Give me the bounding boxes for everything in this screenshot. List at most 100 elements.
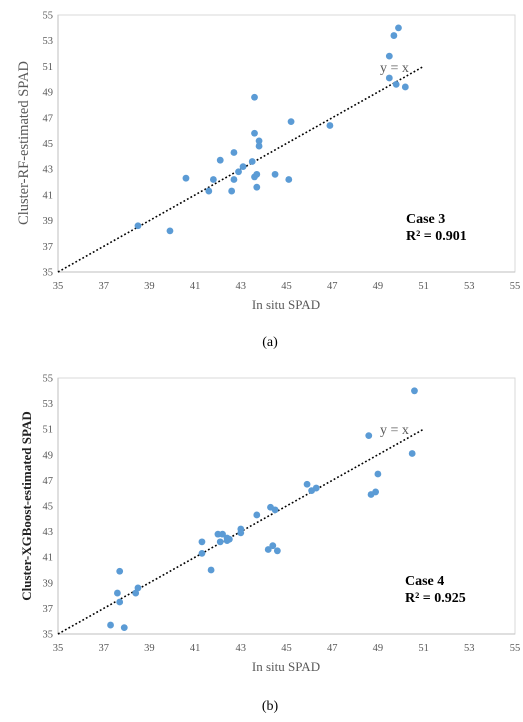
data-point: [198, 549, 206, 557]
data-point: [198, 538, 206, 546]
data-point: [225, 535, 233, 543]
panel-a-case3-rf: 35 37 39 41 43 45 47 49 51 53 55 35 37 39 41 43 45 47 49 5…: [16, 11, 520, 351]
panel-caption: (a): [262, 335, 278, 350]
y-tick-label: 55: [43, 11, 54, 22]
data-point: [228, 187, 236, 195]
data-point: [216, 538, 224, 546]
y-tick-labels: 35 37 39 41 43 45 47 49 51 53 55: [43, 374, 54, 641]
y-tick-label: 35: [43, 268, 54, 279]
data-point: [390, 32, 398, 39]
panel-caption: (b): [262, 699, 279, 714]
case-label: Case 4: [405, 574, 444, 589]
y-tick-label: 49: [43, 450, 54, 461]
data-point: [239, 163, 247, 171]
y-tick-label: 51: [43, 425, 54, 436]
data-point: [182, 174, 190, 182]
x-tick-label: 45: [281, 281, 292, 292]
y-axis-title: Cluster-RF-estimated SPAD: [16, 61, 32, 225]
y-tick-label: 43: [43, 527, 54, 538]
reference-line-label: y = x: [380, 423, 409, 438]
y-tick-label: 39: [43, 578, 54, 589]
data-point: [264, 546, 272, 553]
x-tick-label: 35: [53, 643, 64, 654]
data-point: [392, 80, 400, 88]
x-axis-title: In situ SPAD: [252, 659, 320, 674]
x-tick-label: 43: [236, 281, 247, 292]
y-tick-label: 41: [43, 553, 54, 564]
data-point: [312, 484, 320, 492]
data-point: [237, 529, 245, 537]
y-tick-label: 49: [43, 88, 54, 99]
data-point: [209, 176, 217, 183]
data-point: [271, 506, 279, 514]
data-point: [255, 137, 263, 145]
data-point: [395, 24, 402, 32]
y-tick-label: 41: [43, 190, 54, 201]
x-tick-label: 49: [373, 643, 384, 654]
panel-b-case4-xgboost: 35 37 39 41 43 45 47 49 51 53 55 35 37 39 41 43 45 47 49 5…: [19, 374, 520, 715]
data-point: [385, 74, 393, 82]
data-point: [253, 170, 261, 178]
data-point: [269, 542, 277, 550]
data-point: [385, 52, 393, 60]
case-label: Case 3: [406, 212, 445, 227]
x-tick-label: 49: [373, 281, 384, 292]
data-point: [107, 621, 114, 629]
data-point: [230, 176, 238, 183]
y-tick-label: 55: [43, 374, 54, 385]
data-point: [408, 450, 416, 457]
data-point: [230, 149, 238, 156]
x-tick-label: 41: [190, 643, 201, 654]
data-point: [216, 156, 224, 164]
y-tick-label: 51: [43, 62, 54, 73]
y-tick-label: 47: [43, 113, 54, 124]
x-tick-label: 45: [281, 643, 292, 654]
x-tick-label: 37: [98, 281, 109, 292]
data-point: [372, 488, 380, 496]
data-points: [134, 24, 409, 235]
data-point: [134, 222, 142, 230]
data-point: [326, 122, 334, 129]
x-tick-label: 55: [510, 281, 521, 292]
y-tick-label: 35: [43, 630, 54, 641]
data-point: [253, 511, 261, 519]
x-tick-label: 39: [144, 281, 155, 292]
y-tick-label: 37: [43, 604, 54, 615]
data-point: [116, 598, 124, 606]
data-point: [303, 480, 311, 488]
r-squared-label: R² = 0.925: [405, 591, 466, 606]
data-point: [374, 470, 382, 478]
data-point: [166, 227, 174, 235]
data-point: [251, 129, 258, 137]
data-point: [132, 589, 140, 597]
data-point: [253, 183, 261, 191]
x-tick-label: 53: [464, 281, 475, 292]
reference-line-label: y = x: [380, 61, 409, 76]
reference-line-y-equals-x: [57, 65, 424, 273]
y-tick-label: 45: [43, 139, 54, 150]
x-tick-label: 51: [418, 643, 429, 654]
x-tick-label: 35: [53, 281, 64, 292]
x-tick-label: 51: [418, 281, 429, 292]
y-tick-label: 53: [43, 399, 54, 410]
data-point: [134, 584, 142, 592]
x-axis-title: In situ SPAD: [252, 297, 320, 312]
x-tick-label: 41: [190, 281, 201, 292]
x-tick-labels: 35 37 39 41 43 45 47 49 51 53 55: [53, 643, 521, 654]
y-tick-label: 39: [43, 216, 54, 227]
r-squared-label: R² = 0.901: [406, 229, 467, 244]
y-tick-label: 43: [43, 165, 54, 176]
y-tick-label: 37: [43, 242, 54, 253]
data-point: [255, 142, 263, 150]
data-point: [120, 624, 128, 631]
data-point: [411, 387, 418, 395]
y-tick-label: 53: [43, 36, 54, 47]
data-point: [273, 547, 281, 555]
y-tick-labels: 35 37 39 41 43 45 47 49 51 53 55: [43, 11, 54, 279]
x-tick-label: 47: [327, 281, 338, 292]
data-point: [219, 530, 226, 538]
data-point: [251, 93, 258, 101]
x-tick-labels: 35 37 39 41 43 45 47 49 51 53 55: [53, 281, 521, 292]
data-point: [285, 176, 293, 183]
